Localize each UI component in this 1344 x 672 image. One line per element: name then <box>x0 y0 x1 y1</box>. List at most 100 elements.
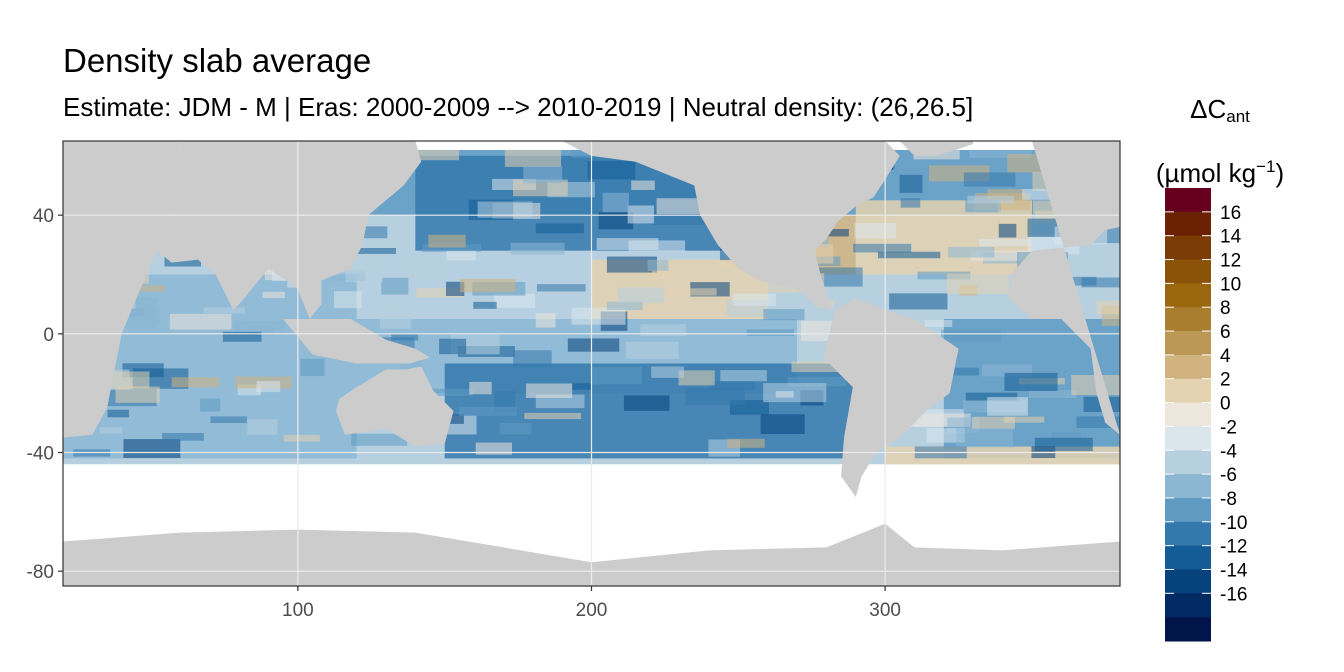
value-cell <box>947 367 980 376</box>
value-cell <box>535 313 556 328</box>
value-cell <box>814 267 863 287</box>
value-cell <box>200 398 221 412</box>
value-cell <box>446 281 465 296</box>
value-cell <box>917 271 971 280</box>
value-cell <box>1004 372 1058 391</box>
value-cell <box>787 376 847 387</box>
x-tick-label: 300 <box>869 600 901 621</box>
value-cell <box>924 319 953 327</box>
value-cell <box>99 427 123 434</box>
value-cell <box>356 247 396 254</box>
colorbar-segment <box>1165 593 1211 618</box>
value-cell <box>587 160 636 180</box>
value-cell <box>469 381 492 395</box>
colorbar-label: -8 <box>1220 489 1237 510</box>
value-cell <box>108 371 150 389</box>
colorbar-segment <box>1165 545 1211 570</box>
value-cell <box>571 307 626 325</box>
europe-africa-west-land <box>1008 141 1120 435</box>
colorbar-label: -12 <box>1220 537 1247 558</box>
colorbar-label: -2 <box>1220 417 1237 438</box>
colorbar-segment <box>1165 521 1211 547</box>
colorbar-segment <box>1165 283 1211 308</box>
value-cell <box>963 172 1016 187</box>
colorbar-label: 2 <box>1220 370 1231 391</box>
colorbar-label: 14 <box>1220 227 1242 248</box>
value-cell <box>345 266 384 283</box>
value-cell <box>526 383 573 399</box>
value-cell <box>987 189 1025 201</box>
value-cell <box>475 442 512 455</box>
value-cell <box>169 313 232 330</box>
value-cell <box>775 391 794 398</box>
colorbar-segment <box>1165 211 1211 237</box>
value-cell <box>523 166 563 184</box>
value-cell <box>110 322 156 329</box>
value-cell <box>400 359 422 371</box>
colorbar-segment <box>1165 569 1211 594</box>
value-cell <box>1007 154 1047 173</box>
value-cell <box>877 251 941 259</box>
value-cell <box>1033 200 1057 215</box>
colorbar-label: -14 <box>1220 560 1248 581</box>
value-cell <box>107 409 129 418</box>
value-cell <box>889 293 948 310</box>
value-cell <box>334 291 362 309</box>
value-cell <box>504 149 562 167</box>
value-cell <box>900 198 921 208</box>
colorbar-label: 12 <box>1220 251 1241 272</box>
value-cell <box>627 205 654 224</box>
value-cell <box>596 238 659 250</box>
value-cell <box>948 246 995 258</box>
south-america-land <box>823 298 959 497</box>
value-cell <box>899 174 923 193</box>
value-cell <box>665 288 717 296</box>
asia-land <box>156 141 422 319</box>
y-tick-label: 0 <box>43 325 54 346</box>
value-cell <box>1076 416 1120 428</box>
antarctica-land <box>63 523 1120 586</box>
colorbar-label: -16 <box>1220 584 1247 605</box>
chart-title: Density slab average <box>63 42 372 79</box>
value-cell <box>998 223 1017 238</box>
value-cell <box>473 301 497 309</box>
map-panel <box>63 141 1120 586</box>
value-cell <box>965 392 1018 401</box>
value-cell <box>598 212 634 230</box>
north-america-land <box>562 141 900 311</box>
y-tick-label: -40 <box>27 444 54 465</box>
value-cell <box>256 381 281 393</box>
value-cell <box>115 386 160 403</box>
value-cell <box>618 287 664 303</box>
value-cell <box>513 179 568 197</box>
value-cell <box>651 366 684 378</box>
value-cell <box>967 195 1015 204</box>
colorbar-segment <box>1165 235 1211 261</box>
value-cell <box>979 238 1032 247</box>
value-cell <box>203 307 245 314</box>
colorbar-segment <box>1165 331 1211 356</box>
value-cell <box>1028 390 1077 399</box>
value-cell <box>571 149 593 158</box>
value-cell <box>956 428 1014 448</box>
x-tick-label: 200 <box>576 600 608 621</box>
value-cell <box>591 366 642 385</box>
value-cell <box>854 223 897 239</box>
value-cell <box>623 395 670 411</box>
value-cell <box>524 412 582 420</box>
x-tick-label: 100 <box>282 600 314 621</box>
value-cell <box>1051 432 1081 441</box>
value-cell <box>399 261 445 277</box>
value-cell <box>685 388 745 405</box>
colorbar-segment <box>1165 354 1211 380</box>
value-cell <box>171 377 220 388</box>
value-cell <box>853 243 912 253</box>
y-tick-label: -80 <box>27 562 54 583</box>
value-cell <box>477 201 533 218</box>
value-cell <box>262 291 285 299</box>
value-cell <box>987 397 1029 416</box>
colorbar-segment <box>1165 497 1211 523</box>
value-cell <box>428 234 466 248</box>
